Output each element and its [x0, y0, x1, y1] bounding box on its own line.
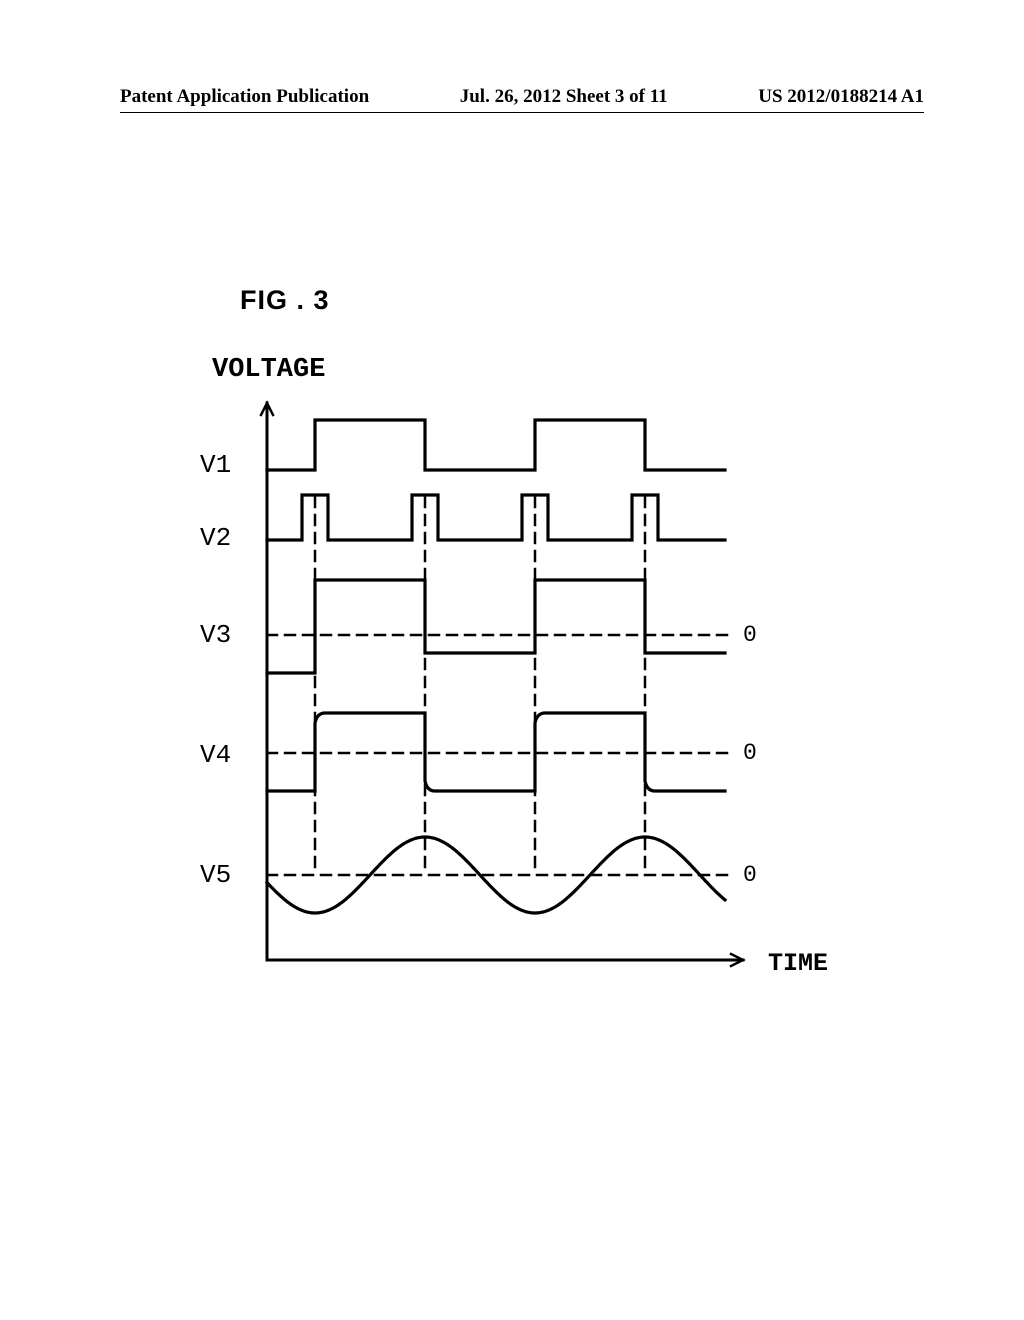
header-right: US 2012/0188214 A1 — [758, 86, 924, 108]
figure-title: FIG . 3 — [240, 285, 330, 316]
y-axis-label: VOLTAGE — [212, 355, 325, 385]
ylabel-v2: V2 — [200, 523, 231, 553]
page-header: Patent Application Publication Jul. 26, … — [120, 86, 924, 108]
ylabel-v5: V5 — [200, 860, 231, 890]
x-axis-label: TIME — [768, 949, 828, 978]
ylabel-v4: V4 — [200, 740, 231, 770]
ylabel-v1: V1 — [200, 450, 231, 480]
timing-chart — [245, 395, 765, 985]
ylabel-v3: V3 — [200, 620, 231, 650]
header-left: Patent Application Publication — [120, 86, 369, 108]
header-center: Jul. 26, 2012 Sheet 3 of 11 — [460, 86, 668, 108]
header-rule — [120, 112, 924, 113]
